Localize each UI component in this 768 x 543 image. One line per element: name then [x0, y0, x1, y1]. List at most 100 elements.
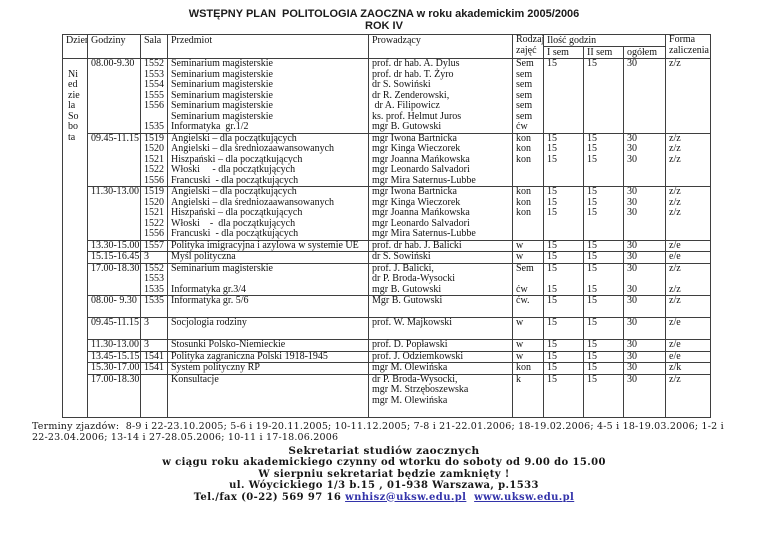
cell-line: Sem: [516, 262, 534, 274]
cell-line: [516, 385, 542, 396]
cell-lecturer: dr S. Sowiński: [368, 251, 513, 264]
header-class-type-line2: zajęć: [516, 44, 537, 56]
cell-line: 15: [587, 362, 597, 373]
cell-line: mgr B. Gutowski: [372, 121, 442, 132]
cell-line: Stosunki Polsko-Niemieckie: [171, 339, 286, 350]
cell-line: [627, 165, 664, 176]
cell-line: 1520: [144, 196, 164, 208]
cell-line: 30: [627, 153, 637, 165]
cell-line: Seminarium magisterskie: [171, 79, 273, 90]
cell-line: 30: [627, 339, 637, 350]
cell-line: 15: [547, 251, 557, 262]
cell-line: [627, 91, 664, 102]
cell-sem2: 15 15 15: [583, 186, 624, 241]
website-link[interactable]: www.uksw.edu.pl: [474, 491, 575, 503]
cell-line: mgr Leonardo Salvadori: [372, 164, 470, 175]
time-label: 13.30-15.00: [91, 239, 140, 251]
cell-line: [516, 406, 542, 417]
cell-line: Seminarium magisterskie: [171, 262, 273, 274]
secretariat-contact-line: Tel./fax (0-22) 569 97 16 wnhisz@uksw.ed…: [0, 492, 768, 504]
cell-line: [669, 274, 709, 285]
cell-line: 30: [627, 283, 637, 295]
secretariat-block: Sekretariat studiów zaocznych w ciągu ro…: [0, 445, 768, 504]
time-label: 17.00-18.30: [91, 373, 140, 385]
cell-time: 15.30-17.00: [87, 362, 141, 375]
header-sem2: II sem: [583, 46, 624, 59]
time-label: 11.30-13.00: [91, 339, 139, 350]
cell-subject: Polityka imigracyjna i azylowa w systemi…: [167, 239, 369, 252]
cell-line: [171, 385, 367, 396]
cell-total: 30: [622, 350, 667, 363]
cell-line: [587, 396, 622, 407]
cell-form: e/e: [665, 251, 712, 264]
cell-room: 1519 1520 1521 1522 1556: [140, 132, 168, 187]
cell-sem2: 15: [583, 317, 624, 340]
cell-total: 30: [622, 317, 667, 340]
cell-total: 30 30 30: [622, 132, 667, 187]
cell-line: kon: [516, 207, 531, 218]
cell-line: [547, 91, 582, 102]
cell-sem2: 15: [583, 373, 624, 418]
cell-sem2: 15 15: [583, 262, 624, 296]
cell-line: 30: [627, 207, 637, 218]
cell-line: 1521: [144, 207, 164, 218]
cell-type: k: [512, 373, 544, 418]
cell-line: 15: [587, 339, 597, 350]
cell-line: z/e: [669, 339, 681, 350]
cell-line: z/e: [669, 317, 681, 328]
cell-sem1: 15: [543, 339, 584, 352]
cell-sem2: 15: [583, 339, 624, 352]
cell-line: Angielski – dla średniozaawansowanych: [171, 143, 335, 154]
cell-time: 09.45-11.15: [87, 132, 141, 187]
cell-room: [140, 373, 168, 418]
email-link[interactable]: wnhisz@uksw.edu.pl: [345, 491, 467, 503]
cell-line: 15: [547, 207, 557, 218]
cell-line: [669, 219, 709, 230]
cell-time: 15.15-16.45: [87, 251, 141, 264]
cell-line: z/k: [669, 362, 682, 373]
cell-line: 1556: [144, 174, 164, 186]
cell-line: [171, 274, 367, 285]
cell-line: z/z: [669, 262, 681, 274]
day-syllable: zie: [68, 89, 80, 101]
cell-line: [669, 165, 709, 176]
cell-line: 1535: [144, 121, 164, 132]
cell-line: [627, 307, 664, 318]
cell-line: sem: [516, 100, 533, 111]
cell-line: Angielski – dla początkujących: [171, 132, 297, 144]
cell-line: w: [516, 317, 524, 328]
cell-subject: Angielski – dla początkujących Angielski …: [167, 186, 369, 241]
cell-line: 1521: [144, 153, 164, 165]
cell-line: [547, 329, 582, 340]
cell-line: 30: [627, 196, 637, 208]
header-lecturer: Prowadzący: [368, 34, 513, 59]
cell-time: 08.00- 9.30: [87, 295, 141, 318]
time-label: 11.30-13.00: [91, 186, 139, 197]
cell-line: 15: [587, 143, 597, 154]
header-class-type-line1: Rodzaj: [516, 34, 544, 45]
cell-line: [627, 329, 664, 340]
cell-line: 15: [547, 283, 557, 295]
cell-line: sem: [516, 89, 533, 101]
cell-line: 15: [587, 239, 597, 251]
time-label: 17.00-18.30: [91, 262, 140, 274]
cell-line: 15: [547, 153, 557, 165]
phone-fax-label: Tel./fax (0-22) 569 97 16: [193, 491, 346, 503]
cell-line: e/e: [669, 251, 681, 262]
cell-sem1: 15 15: [543, 262, 584, 296]
time-label: 09.45-11.15: [91, 132, 139, 144]
cell-line: 1535: [144, 283, 164, 295]
cell-line: w: [516, 239, 524, 251]
day-column: Ni ed zie la So bo ta: [62, 58, 88, 418]
cell-line: mgr M. Strzęboszewska: [372, 384, 469, 395]
cell-line: 15: [547, 350, 557, 362]
cell-time: 09.45-11.15: [87, 317, 141, 340]
cell-line: Konsultacje: [171, 373, 219, 385]
cell-subject: Informatyka gr. 5/6: [167, 295, 369, 318]
cell-line: kon: [516, 153, 531, 165]
cell-line: [144, 396, 166, 407]
cell-line: [627, 122, 664, 133]
cell-line: w: [516, 350, 524, 362]
cell-line: 1556: [144, 100, 164, 111]
